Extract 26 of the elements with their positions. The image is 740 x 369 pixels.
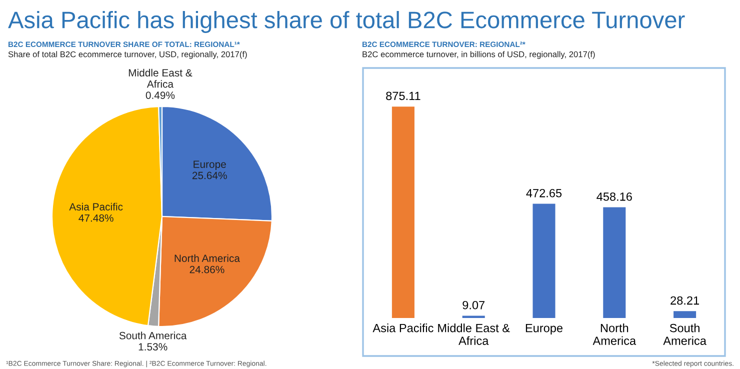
data-label: 472.65 — [526, 188, 562, 198]
data-label: 24.86% — [190, 266, 224, 274]
bar — [674, 311, 696, 318]
slice-label: Europe — [194, 160, 226, 170]
slice-label: Middle East & Africa — [128, 68, 192, 88]
data-label: 0.49% — [146, 92, 175, 99]
data-label: 25.64% — [192, 172, 227, 180]
text: Asia Pacific has highest share of total B2C Ecommerce Turnover — [8, 10, 685, 34]
chart-subtitle: B2C ecommerce turnover, in billions of USD, regionally, 2017(f) — [362, 51, 595, 59]
data-label: 875.11 — [386, 92, 420, 100]
data-label: 28.21 — [670, 296, 699, 305]
slice-label: North America — [174, 254, 240, 262]
x-tick-label: North America — [592, 324, 636, 345]
data-label: 1.53% — [138, 343, 168, 351]
x-tick-label: Europe — [526, 324, 563, 335]
data-label: 47.48% — [78, 214, 114, 222]
x-tick-label: Middle East & Africa — [438, 324, 510, 345]
bar — [392, 106, 414, 318]
x-tick-label: South America — [663, 324, 706, 345]
data-label: 458.16 — [596, 192, 632, 201]
slice-label: Asia Pacific — [69, 202, 123, 210]
x-tick-label: Asia Pacific — [372, 324, 434, 332]
bar — [603, 207, 626, 318]
data-label: 9.07 — [462, 300, 484, 310]
chart-subtitle: Share of total B2C ecommerce turnover, USD, regionally, 2017(f) — [8, 51, 247, 59]
bar — [532, 204, 556, 318]
